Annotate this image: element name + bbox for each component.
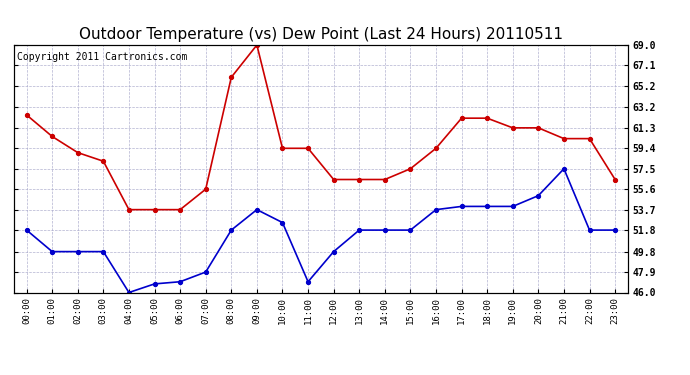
- Text: Copyright 2011 Cartronics.com: Copyright 2011 Cartronics.com: [17, 53, 187, 62]
- Title: Outdoor Temperature (vs) Dew Point (Last 24 Hours) 20110511: Outdoor Temperature (vs) Dew Point (Last…: [79, 27, 563, 42]
